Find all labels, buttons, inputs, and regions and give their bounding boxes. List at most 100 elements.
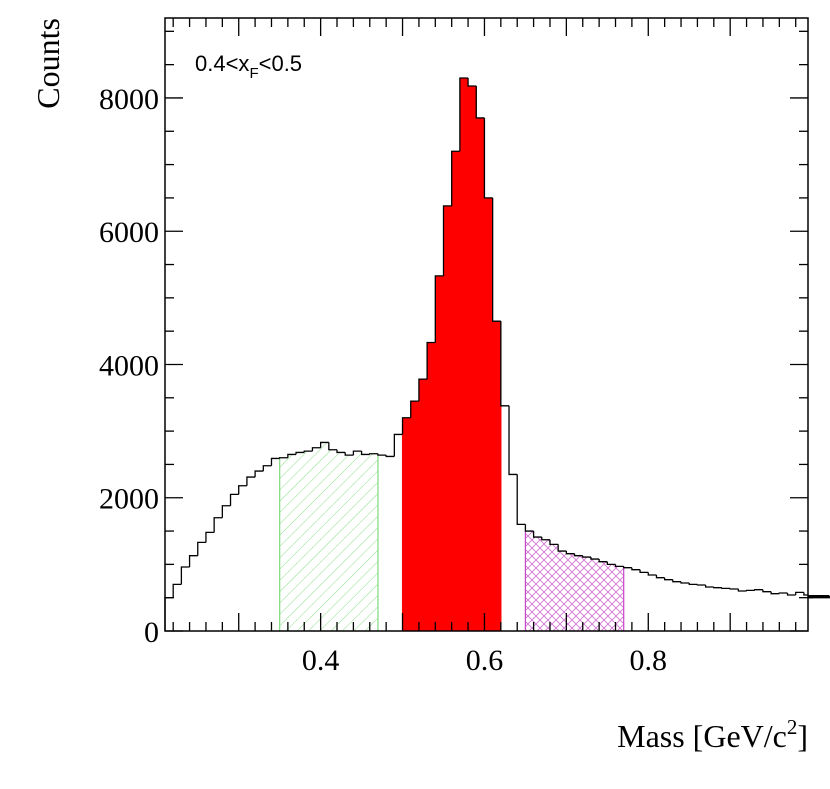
axis-ticks — [165, 18, 808, 632]
histogram-bin — [401, 417, 411, 435]
region-bar — [590, 559, 600, 631]
region-bar — [476, 117, 485, 631]
y-axis-title: Counts — [30, 18, 66, 109]
region-bar — [533, 537, 543, 631]
histogram-bin — [393, 433, 403, 457]
histogram-bin — [598, 559, 608, 563]
histogram-bin — [688, 583, 698, 586]
histogram-bin — [745, 589, 755, 592]
plot-frame — [164, 17, 809, 632]
region-bar — [304, 451, 313, 631]
histogram-bin — [532, 531, 542, 538]
histogram-bin — [655, 575, 665, 579]
histogram-bin — [524, 524, 534, 532]
region-bar — [345, 455, 354, 631]
region-bar — [443, 205, 453, 631]
histogram-bin — [172, 583, 182, 598]
histogram-bin — [639, 569, 649, 574]
histogram-bin — [270, 457, 280, 466]
region-bar — [451, 151, 461, 631]
histogram-bin — [808, 596, 830, 598]
histogram-bin — [303, 450, 313, 453]
x-tick-labels: 0.4 0.6 0.8 — [302, 644, 667, 677]
histogram-bin — [205, 531, 215, 543]
histogram-outline — [164, 77, 830, 631]
histogram-bin — [729, 588, 739, 590]
histogram-bin — [279, 457, 288, 459]
histogram-bin — [336, 449, 346, 454]
histogram-bin — [377, 453, 387, 456]
y-tick-labels: 0 2000 4000 6000 8000 — [99, 83, 159, 649]
histogram-bin — [238, 485, 247, 495]
region-bar — [279, 457, 289, 631]
histogram-bin — [696, 584, 706, 586]
histogram-bin — [786, 593, 796, 596]
region-bar — [296, 452, 305, 631]
histogram-bin — [762, 589, 772, 593]
histogram-bin — [500, 321, 510, 407]
histogram-bin — [737, 589, 747, 592]
range-annotation: 0.4<xF<0.5 — [195, 51, 302, 82]
region-bar — [361, 454, 371, 631]
histogram-bin — [754, 589, 763, 591]
histogram-bin — [573, 553, 583, 557]
x-tick-label: 0.6 — [466, 644, 504, 677]
histogram-bin — [434, 275, 444, 343]
region-bar — [287, 454, 297, 631]
histogram-bin — [459, 77, 469, 152]
histogram-bin — [808, 595, 830, 598]
histogram-bin — [557, 544, 567, 552]
histogram-bin — [360, 451, 370, 456]
x-axis-title: Mass [GeV/c2] — [617, 715, 808, 754]
region-bar — [492, 321, 502, 631]
histogram-bin — [664, 577, 673, 581]
y-tick-label: 4000 — [99, 349, 159, 382]
histogram-bin — [770, 591, 780, 595]
region-bar — [418, 379, 428, 631]
histogram-bin — [508, 405, 518, 476]
histogram-bin — [295, 451, 305, 455]
histogram-bin — [516, 474, 526, 526]
histogram-bin — [221, 505, 231, 518]
histogram-bin — [672, 579, 682, 583]
region-bar — [459, 77, 469, 631]
histogram-bin — [623, 566, 632, 569]
histogram-bin — [565, 551, 575, 555]
histogram-bin — [483, 117, 493, 199]
histogram-bin — [213, 517, 223, 533]
histogram-bin — [262, 465, 272, 472]
histogram-bin — [164, 597, 174, 631]
histogram-bin — [795, 591, 804, 596]
histogram-bin — [451, 150, 460, 206]
histogram-bin — [311, 447, 321, 452]
histogram-bin — [442, 205, 452, 276]
region-bar — [574, 555, 584, 631]
histogram-bin — [287, 453, 297, 458]
histogram-bin — [344, 452, 354, 456]
histogram-bin — [631, 567, 641, 571]
histogram-bin — [410, 400, 419, 418]
histogram-bin — [704, 585, 714, 588]
histogram-bin — [778, 592, 788, 594]
histogram-bin — [385, 455, 395, 458]
region-bar — [525, 531, 534, 631]
histogram-bin — [254, 470, 264, 478]
histogram-bin — [582, 555, 591, 558]
region-bar — [541, 539, 551, 631]
y-tick-label: 2000 — [99, 483, 159, 516]
y-tick-label: 0 — [144, 616, 159, 649]
histogram-bin — [418, 378, 428, 402]
histogram-bin — [426, 341, 436, 380]
histogram-bin — [352, 450, 362, 456]
region-left-sideband — [279, 442, 379, 631]
plot-border — [164, 17, 809, 632]
histogram-bin — [491, 197, 501, 322]
region-bar — [353, 451, 362, 631]
histogram-bin — [614, 564, 624, 568]
region-bar — [320, 442, 330, 631]
region-bar — [328, 449, 338, 631]
histogram-bin — [803, 592, 808, 596]
region-right-sideband — [524, 531, 625, 631]
region-bar — [607, 564, 616, 631]
